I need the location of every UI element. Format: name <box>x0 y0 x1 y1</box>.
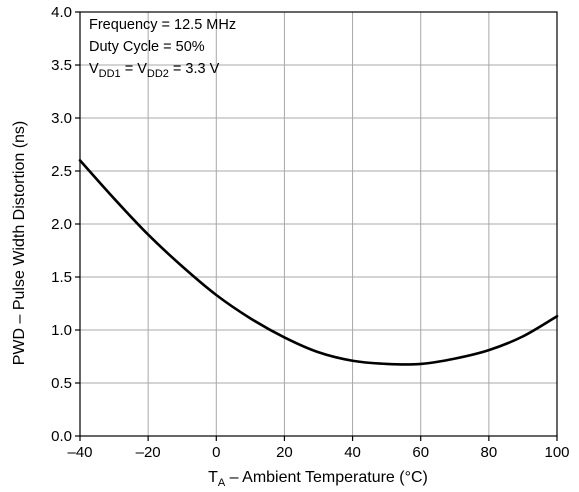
x-tick-labels: –40 –20 0 20 40 60 80 100 <box>67 444 569 461</box>
tick-marks <box>75 11 558 441</box>
x-tick-label-3: 20 <box>276 444 293 461</box>
y-tick-label-2: 1.0 <box>51 322 72 339</box>
y-tick-label-0: 0.0 <box>51 428 72 445</box>
x-tick-label-7: 100 <box>544 444 569 461</box>
y-tick-label-3: 1.5 <box>51 269 72 286</box>
series-group <box>78 159 559 366</box>
x-axis-title: TA – Ambient Temperature (°C) <box>208 469 428 489</box>
x-axis-title-subscript: A <box>218 477 226 489</box>
y-tick-label-6: 3.0 <box>51 110 72 127</box>
equals-v: = V <box>121 61 148 77</box>
y-tick-label-7: 3.5 <box>51 57 72 74</box>
series-line-0 <box>78 159 559 366</box>
y-tick-label-1: 0.5 <box>51 375 72 392</box>
annotation-duty-cycle: Duty Cycle = 50% <box>89 39 205 55</box>
y-tick-label-4: 2.0 <box>51 216 72 233</box>
y-tick-label-5: 2.5 <box>51 163 72 180</box>
x-tick-label-2: 0 <box>212 444 220 461</box>
x-tick-label-6: 80 <box>481 444 498 461</box>
vdd1-v: V <box>89 61 99 77</box>
annotation-box: Frequency = 12.5 MHz Duty Cycle = 50% VD… <box>89 17 236 80</box>
y-tick-label-8: 4.0 <box>51 4 72 21</box>
x-tick-label-4: 40 <box>344 444 361 461</box>
x-tick-label-0: –40 <box>67 444 92 461</box>
voltage-value: = 3.3 V <box>169 61 220 77</box>
annotation-frequency: Frequency = 12.5 MHz <box>89 17 236 33</box>
x-tick-label-1: –20 <box>136 444 161 461</box>
x-tick-label-5: 60 <box>412 444 429 461</box>
vdd2-subscript: DD2 <box>147 68 169 80</box>
x-axis-title-t: T <box>208 469 218 486</box>
vdd1-subscript: DD1 <box>99 68 121 80</box>
y-tick-labels: 0.0 0.5 1.0 1.5 2.0 2.5 3.0 3.5 4.0 <box>51 4 72 445</box>
x-axis-title-rest: – Ambient Temperature (°C) <box>225 469 428 486</box>
annotation-supply-voltage: VDD1 = VDD2 = 3.3 V <box>89 61 220 80</box>
y-axis-title: PWD – Pulse Width Distortion (ns) <box>11 121 28 366</box>
